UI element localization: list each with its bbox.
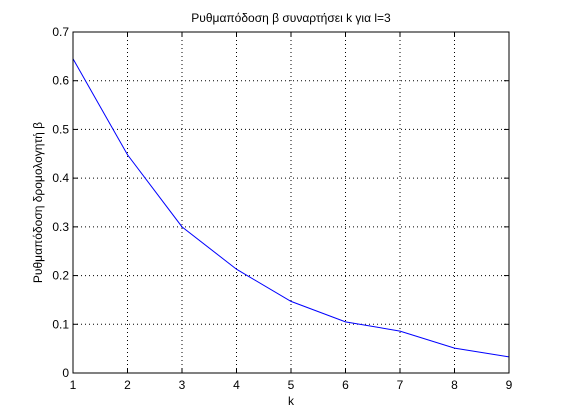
series-layer bbox=[72, 58, 510, 358]
ticks: 1 2 3 4 5 6 7 8 9 0 0.1 0.2 0.3 0.4 0.5 0.6 0.7 bbox=[52, 25, 512, 392]
x-tick-label: 6 bbox=[342, 378, 349, 392]
x-axis-title: k bbox=[288, 394, 295, 408]
x-tick-label: 2 bbox=[124, 378, 131, 392]
series-line bbox=[72, 58, 510, 358]
x-tick-label: 9 bbox=[506, 378, 513, 392]
plot-area bbox=[73, 32, 509, 373]
y-tick-label: 0.2 bbox=[52, 269, 69, 283]
y-tick-label: 0.5 bbox=[52, 122, 69, 136]
x-tick-label: 8 bbox=[451, 378, 458, 392]
y-tick-label: 0.4 bbox=[52, 171, 69, 185]
x-tick-label: 7 bbox=[397, 378, 404, 392]
x-tick-label: 3 bbox=[179, 378, 186, 392]
y-tick-label: 0 bbox=[62, 366, 69, 380]
y-tick-label: 0.6 bbox=[52, 74, 69, 88]
y-tick-label: 0.7 bbox=[52, 25, 69, 39]
y-tick-label: 0.1 bbox=[52, 317, 69, 331]
y-axis-title: Ρυθμαπόδοση δρομολογητή β bbox=[31, 122, 45, 283]
chart-title: Ρυθμαπόδοση β συναρτήσει k για l=3 bbox=[191, 11, 391, 25]
x-tick-label: 1 bbox=[70, 378, 77, 392]
x-tick-label: 4 bbox=[233, 378, 240, 392]
y-tick-label: 0.3 bbox=[52, 220, 69, 234]
x-tick-label: 5 bbox=[288, 378, 295, 392]
